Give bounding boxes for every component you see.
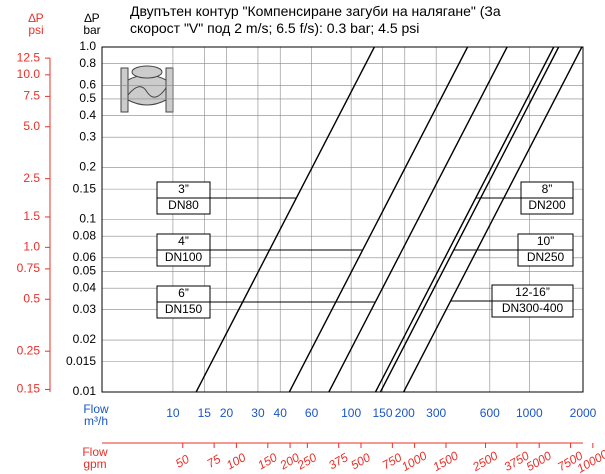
- y-tick-label: 0.015: [66, 354, 96, 368]
- x-tick-label: 300: [426, 406, 446, 420]
- y2-tick-label: 0.15: [17, 382, 41, 396]
- y-tick-label: 0.05: [73, 264, 97, 278]
- y2-tick-label: 7.5: [23, 89, 40, 103]
- y-tick-label: 0.3: [79, 129, 96, 143]
- y-tick-label: 0.6: [79, 77, 96, 91]
- x-tick-label: 10: [166, 406, 180, 420]
- curve: [379, 47, 560, 392]
- y-tick-label: 0.02: [73, 332, 97, 346]
- x2-axis-label: Flow gpm: [82, 445, 108, 471]
- x2-tick-label: 75: [204, 452, 223, 471]
- x-tick-label: 15: [198, 406, 212, 420]
- x-tick-label: 1000: [516, 406, 543, 420]
- size-label: 6”: [178, 286, 189, 300]
- dn-label: DN250: [527, 250, 565, 264]
- y2-tick-label: 12.5: [17, 50, 41, 64]
- size-label: 3”: [178, 182, 189, 196]
- size-label: 4”: [178, 234, 189, 248]
- y-tick-label: 0.8: [79, 56, 96, 70]
- x2-tick-label: 50: [173, 452, 192, 471]
- x2-tick-label: 2500: [469, 448, 500, 474]
- x2-tick-label: 150: [255, 450, 280, 472]
- dn-label: DN300-400: [502, 301, 564, 315]
- x-tick-label: 150: [373, 406, 393, 420]
- y2-tick-label: 0.25: [17, 343, 41, 357]
- y2-tick-label: 1.0: [23, 240, 40, 254]
- x2-tick-label: 500: [348, 450, 373, 472]
- x2-tick-label: 1500: [431, 448, 461, 474]
- y-tick-label: 0.1: [79, 212, 96, 226]
- valve-icon: [120, 65, 174, 113]
- y-tick-label: 0.5: [79, 91, 96, 105]
- y-tick-label: 0.4: [79, 108, 96, 122]
- curve: [328, 47, 508, 392]
- dn-label: DN100: [165, 250, 203, 264]
- x2-tick-label: 375: [326, 450, 351, 472]
- y-tick-label: 0.2: [79, 160, 96, 174]
- y-tick-label: 0.01: [73, 384, 97, 398]
- y-axis-label: ∆P bar: [83, 11, 101, 37]
- y-tick-label: 0.15: [73, 181, 97, 195]
- size-label: 8”: [542, 182, 553, 196]
- x-tick-label: 20: [220, 406, 234, 420]
- y2-tick-label: 1.5: [23, 209, 40, 223]
- y-tick-label: 0.04: [73, 280, 97, 294]
- dn-label: DN80: [168, 198, 199, 212]
- x2-tick-label: 5000: [524, 448, 554, 474]
- y-tick-label: 1.0: [79, 39, 96, 53]
- y-tick-label: 0.03: [73, 302, 97, 316]
- y2-axis-label: ∆P psi: [28, 11, 44, 37]
- y2-tick-label: 10.0: [17, 67, 41, 81]
- x-tick-label: 40: [274, 406, 288, 420]
- x-tick-label: 60: [305, 406, 319, 420]
- size-label: 12-16”: [515, 285, 550, 299]
- y2-tick-label: 0.5: [23, 291, 40, 305]
- size-label: 10”: [537, 234, 554, 248]
- x2-tick-label: 250: [294, 450, 319, 473]
- curves: [195, 47, 583, 392]
- y2-tick-label: 5.0: [23, 119, 40, 133]
- chart-title: Двупътен контур "Компенсиране загуби на …: [130, 3, 501, 36]
- x2-tick-label: 1000: [399, 448, 429, 474]
- y-tick-label: 0.08: [73, 228, 97, 242]
- dn-label: DN200: [528, 198, 566, 212]
- curve: [402, 47, 583, 392]
- curve: [288, 47, 469, 392]
- x-tick-label: 30: [251, 406, 265, 420]
- curve: [374, 47, 555, 392]
- y2-tick-label: 0.75: [17, 261, 41, 275]
- curve: [195, 47, 375, 392]
- x-axis-label: Flow m³/h: [83, 402, 109, 428]
- y2-tick-label: 2.5: [23, 171, 40, 185]
- x2-tick-label: 100: [224, 450, 249, 472]
- plot-frame: [101, 46, 584, 393]
- dn-label: DN150: [165, 302, 203, 316]
- x-tick-label: 100: [341, 406, 361, 420]
- x-tick-label: 600: [480, 406, 500, 420]
- x-tick-label: 200: [395, 406, 415, 420]
- x-tick-label: 2000: [570, 406, 597, 420]
- y-tick-label: 0.06: [73, 250, 97, 264]
